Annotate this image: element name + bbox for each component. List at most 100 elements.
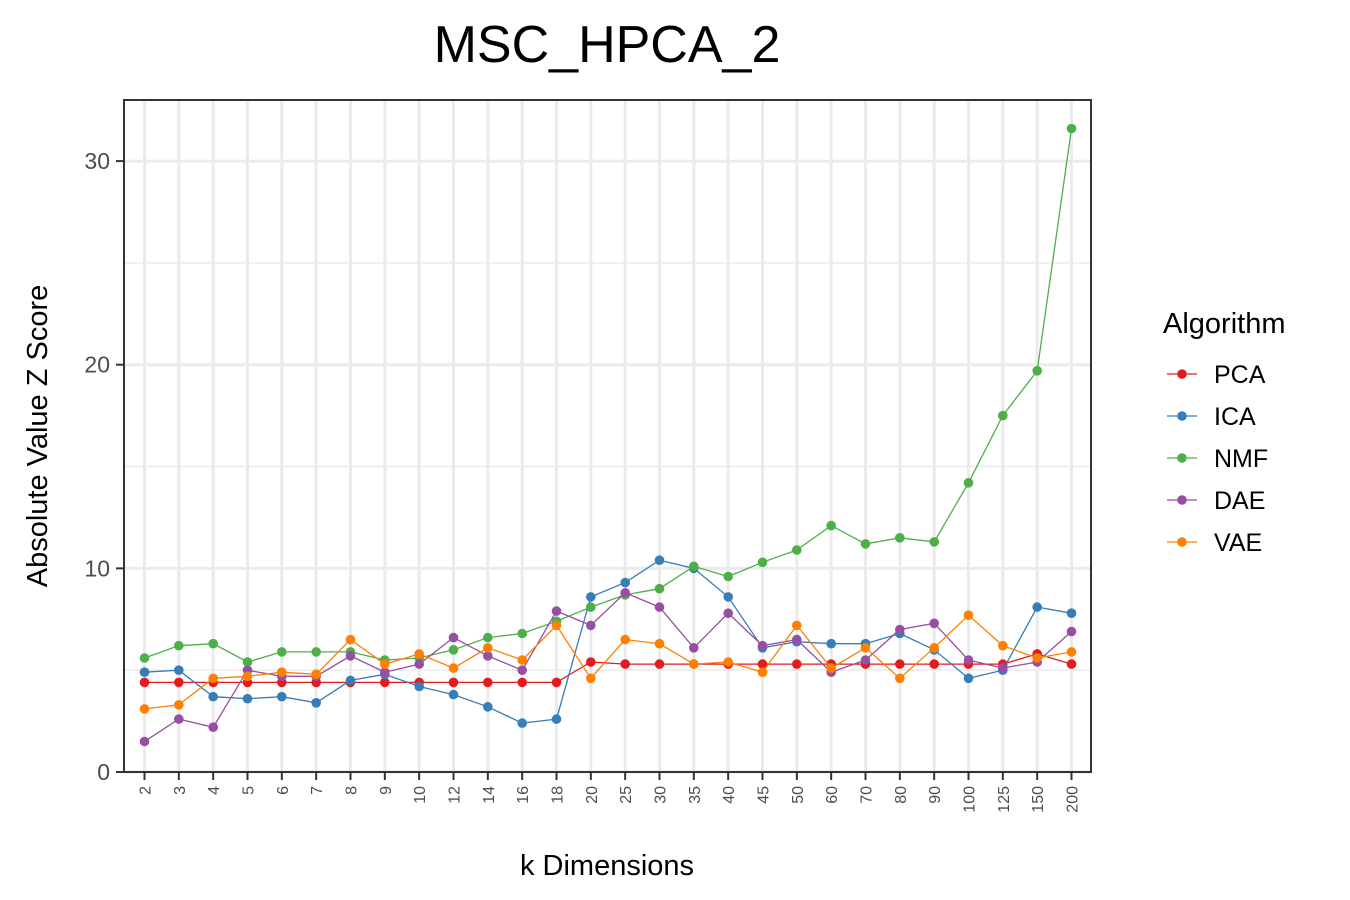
data-point-nmf [723,571,733,582]
data-point-ica [826,638,836,649]
data-point-dae [689,643,699,653]
data-point-dae [1066,626,1077,637]
x-tick-label: 40 [721,786,738,804]
data-point-dae [860,655,871,665]
data-point-dae [139,736,150,747]
data-point-nmf [895,533,905,543]
x-tick-label: 100 [962,786,979,813]
data-point-vae [345,634,356,645]
grid-lines [124,100,1091,774]
data-point-nmf [1032,366,1042,376]
data-point-pca [757,659,768,669]
data-point-vae [380,659,390,669]
data-point-pca [586,657,596,667]
x-tick-label: 12 [447,786,464,804]
data-point-nmf [826,520,836,531]
data-point-vae [826,663,836,673]
data-point-vae [551,620,562,631]
x-tick-label: 200 [1065,786,1082,813]
data-point-ica [963,673,974,684]
x-tick-label: 125 [996,786,1013,813]
data-point-pca [483,677,493,688]
x-tick-label: 2 [138,786,155,795]
data-point-dae [551,606,562,616]
data-point-nmf [689,561,699,572]
x-tick-label: 10 [412,786,429,804]
data-point-vae [208,673,218,684]
series-line-pca [144,653,1072,684]
data-point-dae [929,618,939,629]
data-point-vae [1032,653,1042,663]
series-layer [139,123,1077,747]
data-point-ica [483,702,493,712]
x-tick-label: 6 [275,786,292,795]
data-point-nmf [277,647,287,657]
data-point-nmf [139,653,150,663]
x-tick-label: 4 [206,786,223,795]
data-point-vae [860,643,871,653]
data-point-ica [517,718,527,728]
data-point-ica [242,693,253,704]
data-point-ica [277,691,287,702]
x-tick-label: 25 [618,786,635,804]
x-tick-label: 80 [893,786,910,804]
x-tick-label: 7 [309,786,326,795]
x-tick-label: 14 [481,786,498,804]
data-point-ica [586,592,596,602]
data-point-vae [517,655,527,665]
series-vae [139,610,1077,714]
x-tick-label: 60 [824,786,841,804]
data-point-dae [757,640,768,651]
x-tick-label: 70 [859,786,876,804]
legend-label-ica: ICA [1214,403,1256,431]
legend-label-pca: PCA [1214,361,1266,389]
data-point-vae [620,634,630,645]
legend-marker-nmf [1177,453,1187,463]
data-point-pca [380,677,390,688]
data-point-vae [174,700,184,710]
x-tick-label: 50 [790,786,807,804]
data-point-vae [586,673,596,684]
data-point-dae [414,659,425,669]
data-point-dae [345,651,356,661]
data-point-dae [448,632,459,643]
series-ica [139,555,1077,728]
y-tick-label: 20 [84,352,110,378]
y-tick-label: 30 [84,148,110,174]
chart-title: MSC_HPCA_2 [434,16,781,74]
y-tick-label: 0 [97,759,110,785]
data-point-nmf [792,545,802,555]
x-tick-label: 150 [1030,786,1047,813]
x-tick-label: 5 [241,786,258,795]
data-point-ica [414,681,425,692]
data-point-vae [792,620,802,631]
data-point-dae [654,602,665,612]
x-tick-label: 90 [927,786,944,804]
data-point-nmf [757,557,768,568]
data-point-pca [517,677,527,688]
data-point-dae [723,608,733,618]
data-point-ica [723,592,733,602]
data-point-pca [895,659,905,669]
x-tick-label: 20 [584,786,601,804]
data-point-vae [654,638,665,649]
data-point-nmf [860,539,871,549]
series-line-nmf [144,128,1073,663]
data-point-vae [483,643,493,653]
data-point-ica [311,698,322,708]
legend-label-vae: VAE [1214,529,1262,557]
data-point-nmf [929,537,939,547]
series-line-vae [144,614,1072,710]
series-dae [139,588,1077,747]
data-point-vae [895,673,905,684]
x-tick-label: 16 [515,786,532,804]
data-point-dae [208,722,218,732]
data-point-vae [757,667,768,677]
plot-panel-border [123,99,1092,773]
data-point-nmf [1066,123,1077,134]
data-point-pca [620,659,630,669]
x-axis-title: k Dimensions [520,850,694,882]
data-point-vae [998,640,1008,651]
data-point-dae [963,655,974,665]
